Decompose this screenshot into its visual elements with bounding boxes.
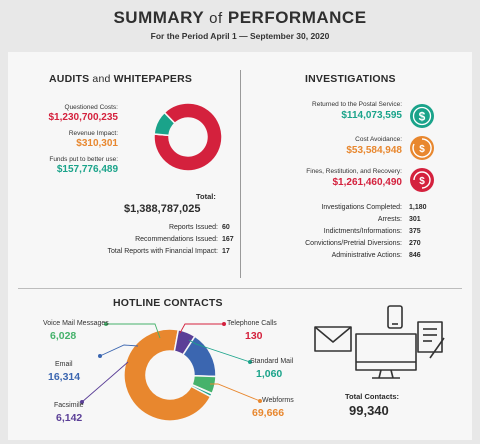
report-header: SUMMARY of PERFORMANCE For the Period Ap… xyxy=(0,0,480,50)
svg-text:$: $ xyxy=(419,144,425,155)
cost-avoidance-value: $53,584,948 xyxy=(346,145,402,156)
slice-webforms xyxy=(123,328,212,422)
investigations-section-title: INVESTIGATIONS xyxy=(305,73,396,85)
telephone-calls-value: 130 xyxy=(245,330,263,342)
vertical-divider xyxy=(240,70,241,278)
leader-line-email xyxy=(99,344,139,357)
envelope-icon xyxy=(314,326,352,352)
revenue-impact-label: Revenue Impact: xyxy=(68,130,118,137)
standard-mail-label: Standard Mail xyxy=(250,358,294,365)
recovery-icon: $ xyxy=(410,168,434,192)
reports-issued-label: Reports Issued: xyxy=(168,224,218,231)
standard-mail-value: 1,060 xyxy=(256,368,283,380)
arrests-value: 301 xyxy=(409,216,421,223)
convictions-label: Convictions/Pretrial Diversions: xyxy=(305,240,402,247)
audits-title-a: AUDITS xyxy=(49,73,90,85)
leader-dot-facsimile xyxy=(80,400,84,404)
leader-dot-voice-mail xyxy=(104,322,108,326)
title-performance: PERFORMANCE xyxy=(227,8,367,27)
document-icon xyxy=(417,321,443,353)
funds-better-use-label: Funds put to better use: xyxy=(49,156,118,163)
questioned-costs-label: Questioned Costs: xyxy=(64,104,118,111)
revenue-impact-value: $310,301 xyxy=(76,138,118,149)
leader-dot-telephone-calls xyxy=(222,322,226,326)
financial-impact-label: Total Reports with Financial Impact: xyxy=(107,248,219,255)
funds-better-use-value: $157,776,489 xyxy=(56,164,118,175)
dollar-icon: $ xyxy=(410,104,434,128)
webforms-value: 69,666 xyxy=(252,407,285,419)
hotline-section-title: HOTLINE CONTACTS xyxy=(113,297,223,309)
audits-total-label: Total: xyxy=(196,192,216,201)
leader-line-voice-mail xyxy=(106,323,161,339)
voice-mail-label: Voice Mail Messages xyxy=(43,320,109,327)
leader-dot-webforms xyxy=(258,399,262,403)
fines-label: Fines, Restitution, and Recovery: xyxy=(306,168,402,175)
reports-issued-value: 60 xyxy=(222,224,230,231)
leader-dot-email xyxy=(98,354,102,358)
leader-dot-standard-mail xyxy=(248,360,252,364)
email-value: 16,314 xyxy=(48,371,81,383)
hotline-total-label: Total Contacts: xyxy=(345,392,400,401)
voice-mail-value: 6,028 xyxy=(50,330,77,342)
phone-icon xyxy=(387,305,403,329)
email-label: Email xyxy=(55,361,73,368)
questioned-costs-value: $1,230,700,235 xyxy=(48,112,118,123)
audits-title-b: WHITEPAPERS xyxy=(113,73,193,85)
monitor-icon xyxy=(355,333,417,371)
leader-line-standard-mail xyxy=(188,339,251,363)
slice-funds-put-to-better-use xyxy=(153,111,176,137)
horizontal-divider xyxy=(18,288,462,289)
admin-actions-value: 846 xyxy=(409,252,421,259)
cost-avoidance-icon: $ xyxy=(410,136,434,160)
returned-value: $114,073,595 xyxy=(341,110,402,121)
slice-standard-mail xyxy=(190,383,213,398)
admin-actions-label: Administrative Actions: xyxy=(331,252,402,259)
title-summary: SUMMARY xyxy=(113,8,204,27)
financial-impact-value: 17 xyxy=(222,248,230,255)
inv-completed-value: 1,180 xyxy=(409,204,427,211)
audits-donut-chart xyxy=(153,102,223,172)
leader-line-facsimile xyxy=(81,361,129,403)
svg-text:$: $ xyxy=(419,176,425,187)
title-of: of xyxy=(209,10,223,27)
slice-questioned-costs xyxy=(153,102,223,172)
page-title: SUMMARY of PERFORMANCE xyxy=(0,8,480,28)
audits-total-value: $1,388,787,025 xyxy=(124,203,201,215)
recommendations-issued-value: 167 xyxy=(222,236,234,243)
indictments-value: 375 xyxy=(409,228,421,235)
leader-line-telephone-calls xyxy=(179,323,224,334)
audits-title-and: and xyxy=(92,73,111,85)
audits-section-title: AUDITS and WHITEPAPERS xyxy=(49,73,192,85)
facsimile-label: Facsimile xyxy=(54,402,84,409)
webforms-label: Webforms xyxy=(262,397,294,404)
returned-label: Returned to the Postal Service: xyxy=(312,101,402,108)
recommendations-issued-label: Recommendations Issued: xyxy=(135,236,218,243)
fines-value: $1,261,460,490 xyxy=(332,177,402,188)
inv-completed-label: Investigations Completed: xyxy=(321,204,402,211)
telephone-calls-label: Telephone Calls xyxy=(227,320,277,327)
svg-text:$: $ xyxy=(419,110,426,124)
facsimile-value: 6,142 xyxy=(56,412,83,424)
period-subtitle: For the Period April 1 — September 30, 2… xyxy=(150,31,330,41)
hotline-total-value: 99,340 xyxy=(349,403,389,418)
devices-illustration-icon xyxy=(314,305,445,379)
indictments-label: Indictments/Informations: xyxy=(323,228,402,235)
cost-avoidance-label: Cost Avoidance: xyxy=(355,136,402,143)
arrests-label: Arrests: xyxy=(377,216,402,223)
convictions-value: 270 xyxy=(409,240,421,247)
leader-line-webforms xyxy=(210,383,261,402)
